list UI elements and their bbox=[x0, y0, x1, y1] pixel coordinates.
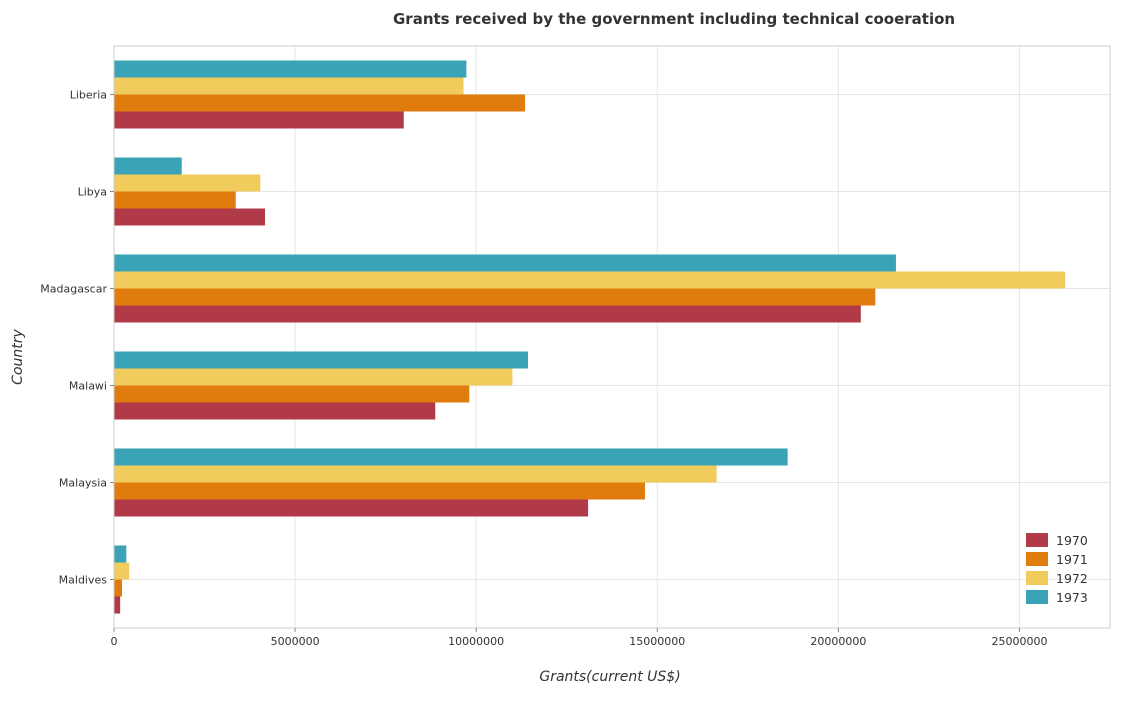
chart-title: Grants received by the government includ… bbox=[393, 10, 955, 28]
bar-madagascar-1973 bbox=[114, 254, 896, 272]
bar-liberia-1970 bbox=[114, 111, 404, 129]
bar-maldives-1971 bbox=[114, 579, 122, 597]
x-tick-label: 25000000 bbox=[991, 635, 1047, 648]
x-tick-label: 20000000 bbox=[810, 635, 866, 648]
y-axis-label: Country bbox=[10, 328, 26, 384]
legend-label-1970: 1970 bbox=[1056, 533, 1088, 548]
y-tick-label: Malaysia bbox=[59, 477, 107, 490]
y-tick-label: Madagascar bbox=[40, 283, 107, 296]
bar-libya-1971 bbox=[114, 191, 236, 209]
bar-liberia-1972 bbox=[114, 77, 464, 95]
plot-background bbox=[114, 46, 1110, 628]
bar-malaysia-1971 bbox=[114, 482, 645, 500]
bar-malawi-1970 bbox=[114, 402, 436, 420]
bar-malaysia-1972 bbox=[114, 465, 717, 483]
x-tick-label: 5000000 bbox=[271, 635, 320, 648]
plot-area: Liberia Libya Madagascar Malawi Malaysia Mald… bbox=[40, 45, 1111, 648]
bar-maldives-1970 bbox=[114, 596, 121, 614]
bar-libya-1970 bbox=[114, 208, 266, 226]
bar-maldives-1973 bbox=[114, 545, 127, 563]
bar-maldives-1972 bbox=[114, 562, 130, 580]
y-tick-label: Liberia bbox=[70, 89, 107, 102]
legend-label-1971: 1971 bbox=[1056, 552, 1088, 567]
legend-swatch-1972 bbox=[1026, 571, 1048, 585]
bar-liberia-1971 bbox=[114, 94, 526, 112]
x-axis-label: Grants(current US$) bbox=[539, 669, 680, 685]
legend-swatch-1971 bbox=[1026, 552, 1048, 566]
legend-label-1972: 1972 bbox=[1056, 571, 1088, 586]
bar-malawi-1971 bbox=[114, 385, 470, 403]
legend-label-1973: 1973 bbox=[1056, 590, 1088, 605]
y-tick-label: Libya bbox=[78, 186, 107, 199]
plot-frame bbox=[113, 45, 1111, 629]
legend-swatch-1970 bbox=[1026, 533, 1048, 547]
bar-malawi-1973 bbox=[114, 351, 528, 369]
legend-swatch-1973 bbox=[1026, 590, 1048, 604]
bar-madagascar-1970 bbox=[114, 305, 861, 323]
x-tick-label: 0 bbox=[111, 635, 118, 648]
x-tick-label: 10000000 bbox=[448, 635, 504, 648]
legend: 1970 1971 1972 1973 bbox=[1026, 533, 1088, 605]
bar-madagascar-1972 bbox=[114, 271, 1066, 289]
y-tick-label: Maldives bbox=[59, 574, 108, 587]
bar-libya-1973 bbox=[114, 157, 182, 175]
bar-malaysia-1973 bbox=[114, 448, 788, 466]
bar-malaysia-1970 bbox=[114, 499, 589, 517]
x-tick-label: 15000000 bbox=[629, 635, 685, 648]
bar-libya-1972 bbox=[114, 174, 261, 192]
y-tick-label: Malawi bbox=[69, 380, 107, 393]
bar-malawi-1972 bbox=[114, 368, 513, 386]
bar-madagascar-1971 bbox=[114, 288, 876, 306]
bar-liberia-1973 bbox=[114, 60, 467, 78]
